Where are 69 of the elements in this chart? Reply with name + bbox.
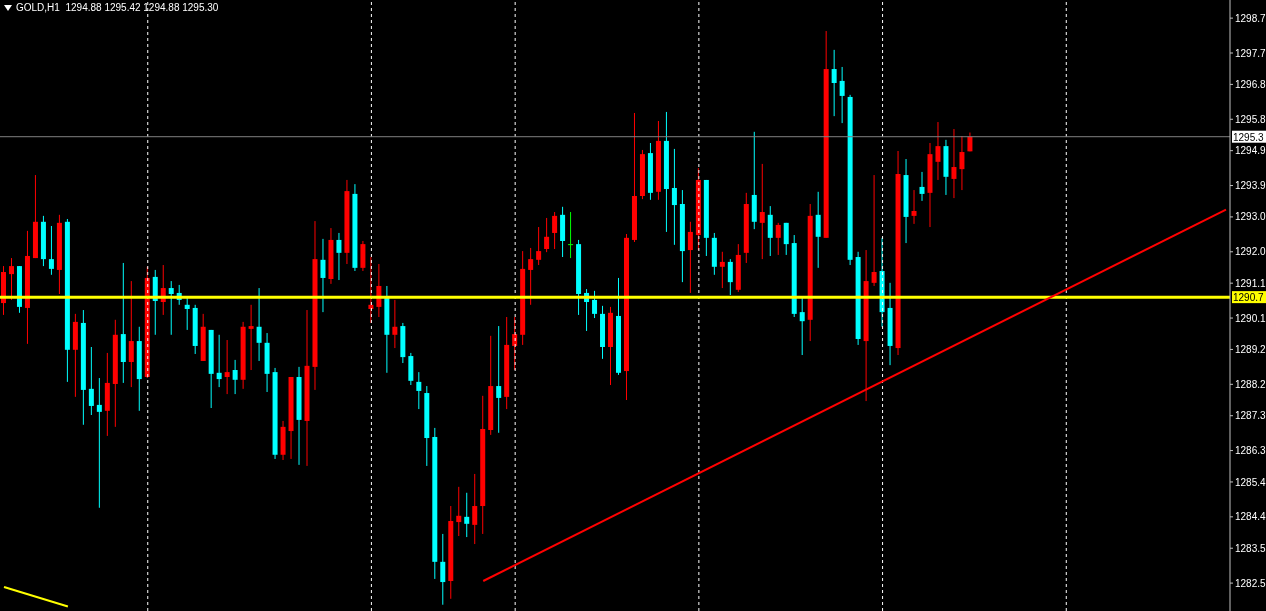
y-tick-label: 1296.8 bbox=[1235, 78, 1266, 90]
candlestick bbox=[951, 128, 957, 199]
candlestick bbox=[368, 256, 374, 324]
candlestick bbox=[440, 533, 446, 606]
candlestick bbox=[727, 258, 733, 296]
y-tick-label: 1282.5 bbox=[1235, 577, 1266, 589]
candlestick bbox=[759, 163, 765, 260]
candlestick bbox=[48, 225, 54, 276]
y-tick-label: 1285.4 bbox=[1235, 476, 1266, 488]
y-tick-label: 1283.5 bbox=[1235, 542, 1266, 554]
candlestick bbox=[416, 371, 422, 410]
y-tick-label: 1293.9 bbox=[1235, 180, 1266, 192]
candlestick bbox=[544, 217, 550, 253]
candlestick bbox=[959, 135, 965, 191]
candlestick bbox=[775, 222, 781, 256]
candlestick bbox=[687, 221, 693, 294]
candlestick bbox=[216, 334, 222, 388]
candlestick bbox=[919, 171, 925, 202]
y-tick-label: 1295.8 bbox=[1235, 113, 1266, 125]
y-tick-label: 1291.1 bbox=[1235, 277, 1266, 289]
y-tick-label: 1284.4 bbox=[1235, 511, 1266, 523]
candlestick bbox=[88, 346, 94, 416]
candlestick bbox=[8, 257, 14, 301]
candlestick bbox=[568, 211, 574, 259]
candlestick bbox=[232, 359, 238, 395]
candlestick bbox=[528, 247, 534, 306]
chart-title: GOLD,H1 1294.88 1295.42 1294.88 1295.30 bbox=[16, 2, 219, 13]
candlestick bbox=[496, 325, 502, 434]
candlestick bbox=[360, 240, 366, 272]
candlestick bbox=[128, 280, 134, 388]
candlestick bbox=[184, 296, 190, 331]
candlestick bbox=[831, 49, 837, 117]
candlestick bbox=[815, 191, 821, 269]
candlestick bbox=[224, 339, 230, 395]
candlestick bbox=[248, 304, 254, 371]
candlestick bbox=[536, 226, 542, 266]
candlestick bbox=[783, 222, 789, 256]
candlestick bbox=[456, 486, 462, 537]
candlestick bbox=[168, 280, 174, 336]
candlestick bbox=[799, 297, 805, 356]
y-tick-label: 1293.0 bbox=[1235, 211, 1266, 223]
candlestick bbox=[336, 232, 342, 281]
candlestick bbox=[839, 66, 845, 124]
y-tick-label: 1288.2 bbox=[1235, 378, 1266, 390]
candlestick bbox=[871, 174, 877, 287]
candlestick bbox=[320, 238, 326, 313]
candlestick bbox=[552, 211, 558, 250]
y-tick-label: 1298.7 bbox=[1235, 12, 1266, 24]
y-tick-label: 1289.2 bbox=[1235, 343, 1266, 355]
candlestick bbox=[911, 189, 917, 225]
candlestick bbox=[592, 290, 598, 319]
candlestick bbox=[256, 287, 262, 362]
candlestick bbox=[767, 205, 773, 257]
ref-line-label: 1295.3 bbox=[1233, 131, 1265, 143]
candlestick bbox=[392, 299, 398, 349]
y-tick-label: 1286.3 bbox=[1235, 445, 1266, 457]
ref-line-label: 1290.7 bbox=[1233, 292, 1265, 304]
candlestick bbox=[935, 121, 941, 181]
y-tick-label: 1297.7 bbox=[1235, 47, 1266, 59]
candlestick bbox=[472, 473, 478, 545]
candlestick bbox=[464, 492, 470, 538]
candlestick bbox=[719, 251, 725, 289]
candlestick bbox=[96, 377, 102, 509]
candlestick bbox=[671, 148, 677, 246]
candlestick bbox=[512, 316, 518, 371]
y-tick-label: 1290.1 bbox=[1235, 312, 1266, 324]
y-tick-label: 1294.9 bbox=[1235, 145, 1266, 157]
y-tick-label: 1292.0 bbox=[1235, 246, 1266, 258]
y-tick-label: 1287.3 bbox=[1235, 410, 1266, 422]
